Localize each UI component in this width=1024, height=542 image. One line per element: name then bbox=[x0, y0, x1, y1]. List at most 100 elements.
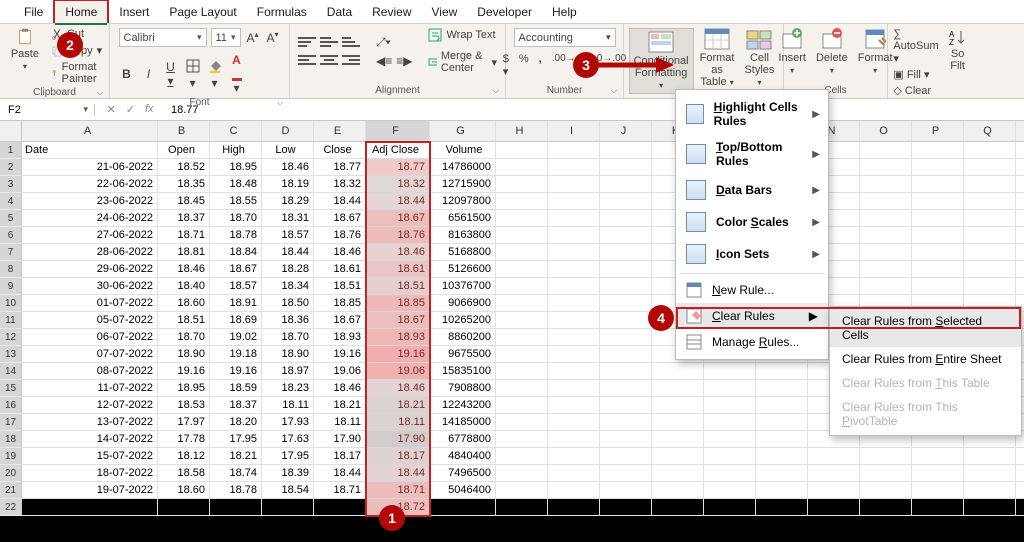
cell-2-5[interactable]: 18.77 bbox=[366, 159, 430, 176]
cell-20-6[interactable]: 7496500 bbox=[430, 465, 496, 482]
row-header-1[interactable]: 1 bbox=[0, 142, 22, 159]
paste-button[interactable]: Paste▾ bbox=[7, 28, 43, 72]
name-box[interactable]: F2 bbox=[0, 104, 95, 116]
cell-10-4[interactable]: 18.85 bbox=[314, 295, 366, 312]
cell-2-3[interactable]: 18.46 bbox=[262, 159, 314, 176]
row-header-15[interactable]: 15 bbox=[0, 380, 22, 397]
cell-16-5[interactable]: 18.21 bbox=[366, 397, 430, 414]
row-header-19[interactable]: 19 bbox=[0, 448, 22, 465]
cell-13-0[interactable]: 07-07-2022 bbox=[22, 346, 158, 363]
row-header-2[interactable]: 2 bbox=[0, 159, 22, 176]
col-header-F[interactable]: F bbox=[366, 121, 430, 142]
row-header-3[interactable]: 3 bbox=[0, 176, 22, 193]
cell-10-3[interactable]: 18.50 bbox=[262, 295, 314, 312]
cell-15-6[interactable]: 7908800 bbox=[430, 380, 496, 397]
cell-12-6[interactable]: 8860200 bbox=[430, 329, 496, 346]
col-header-H[interactable]: H bbox=[496, 121, 548, 142]
cell-9-5[interactable]: 18.51 bbox=[366, 278, 430, 295]
cell-20-2[interactable]: 18.74 bbox=[210, 465, 262, 482]
cell-8-0[interactable]: 29-06-2022 bbox=[22, 261, 158, 278]
cell-17-5[interactable]: 18.11 bbox=[366, 414, 430, 431]
cell-9-6[interactable]: 10376700 bbox=[430, 278, 496, 295]
cell-7-6[interactable]: 5168800 bbox=[430, 244, 496, 261]
comma-format-button[interactable]: , bbox=[539, 53, 542, 78]
cell-6-5[interactable]: 18.76 bbox=[366, 227, 430, 244]
cell-1-3[interactable]: Low bbox=[262, 142, 314, 159]
cell-4-5[interactable]: 18.44 bbox=[366, 193, 430, 210]
cell-21-1[interactable]: 18.60 bbox=[158, 482, 210, 499]
cell-6-0[interactable]: 27-06-2022 bbox=[22, 227, 158, 244]
cell-16-6[interactable]: 12243200 bbox=[430, 397, 496, 414]
cell-6-6[interactable]: 8163800 bbox=[430, 227, 496, 244]
cell-18-2[interactable]: 17.95 bbox=[210, 431, 262, 448]
cell-16-2[interactable]: 18.37 bbox=[210, 397, 262, 414]
row-header-16[interactable]: 16 bbox=[0, 397, 22, 414]
col-header-E[interactable]: E bbox=[314, 121, 366, 142]
tab-insert[interactable]: Insert bbox=[109, 1, 159, 23]
cell-7-4[interactable]: 18.46 bbox=[314, 244, 366, 261]
row-header-13[interactable]: 13 bbox=[0, 346, 22, 363]
font-size-select[interactable]: 11 bbox=[211, 28, 241, 47]
cell-15-4[interactable]: 18.46 bbox=[314, 380, 366, 397]
cell-12-4[interactable]: 18.93 bbox=[314, 329, 366, 346]
fill-color-button[interactable]: ▾ bbox=[207, 59, 223, 90]
cancel-formula-icon[interactable]: ✕ bbox=[107, 103, 116, 116]
cell-12-2[interactable]: 19.02 bbox=[210, 329, 262, 346]
cell-14-4[interactable]: 19.06 bbox=[314, 363, 366, 380]
cell-9-1[interactable]: 18.40 bbox=[158, 278, 210, 295]
cell-6-3[interactable]: 18.57 bbox=[262, 227, 314, 244]
merge-center-button[interactable]: Merge & Center ▾ bbox=[428, 50, 497, 74]
cell-1-2[interactable]: High bbox=[210, 142, 262, 159]
tab-file[interactable]: File bbox=[14, 1, 53, 23]
tab-help[interactable]: Help bbox=[542, 1, 587, 23]
number-format-select[interactable]: Accounting bbox=[514, 28, 616, 47]
tab-data[interactable]: Data bbox=[317, 1, 362, 23]
cell-14-3[interactable]: 18.97 bbox=[262, 363, 314, 380]
row-header-4[interactable]: 4 bbox=[0, 193, 22, 210]
align-center-button[interactable] bbox=[320, 53, 338, 67]
cell-5-0[interactable]: 24-06-2022 bbox=[22, 210, 158, 227]
cell-9-0[interactable]: 30-06-2022 bbox=[22, 278, 158, 295]
decrease-font-button[interactable]: A▾ bbox=[265, 30, 281, 45]
row-header-20[interactable]: 20 bbox=[0, 465, 22, 482]
cell-21-5[interactable]: 18.71 bbox=[366, 482, 430, 499]
cell-8-2[interactable]: 18.67 bbox=[210, 261, 262, 278]
cell-18-5[interactable]: 17.90 bbox=[366, 431, 430, 448]
row-header-8[interactable]: 8 bbox=[0, 261, 22, 278]
cell-4-3[interactable]: 18.29 bbox=[262, 193, 314, 210]
cf-data-bars-item[interactable]: Data Bars▶ bbox=[676, 174, 828, 206]
underline-button[interactable]: U ▾ bbox=[163, 60, 179, 88]
cell-19-4[interactable]: 18.17 bbox=[314, 448, 366, 465]
cell-5-2[interactable]: 18.70 bbox=[210, 210, 262, 227]
format-as-table-button[interactable]: Format asTable ▾ bbox=[696, 28, 739, 94]
cf-new-rule-item[interactable]: New Rule... bbox=[676, 277, 828, 303]
cell-3-3[interactable]: 18.19 bbox=[262, 176, 314, 193]
cell-1-5[interactable]: Adj Close bbox=[366, 142, 430, 159]
cell-19-1[interactable]: 18.12 bbox=[158, 448, 210, 465]
cell-22-0[interactable]: 20-07-2022 bbox=[22, 499, 158, 516]
cell-17-2[interactable]: 18.20 bbox=[210, 414, 262, 431]
cell-11-0[interactable]: 05-07-2022 bbox=[22, 312, 158, 329]
cell-15-3[interactable]: 18.23 bbox=[262, 380, 314, 397]
row-header-22[interactable]: 22 bbox=[0, 499, 22, 516]
cell-21-6[interactable]: 5046400 bbox=[430, 482, 496, 499]
cell-3-0[interactable]: 22-06-2022 bbox=[22, 176, 158, 193]
cell-14-0[interactable]: 08-07-2022 bbox=[22, 363, 158, 380]
insert-cells-button[interactable]: Insert▾ bbox=[774, 28, 810, 76]
cell-1-1[interactable]: Open bbox=[158, 142, 210, 159]
cell-3-1[interactable]: 18.35 bbox=[158, 176, 210, 193]
cell-6-4[interactable]: 18.76 bbox=[314, 227, 366, 244]
align-top-button[interactable] bbox=[298, 35, 316, 49]
bold-button[interactable]: B bbox=[119, 67, 135, 81]
sort-filter-button[interactable]: AZSoFilt bbox=[945, 28, 971, 72]
tab-developer[interactable]: Developer bbox=[467, 1, 542, 23]
delete-cells-button[interactable]: Delete▾ bbox=[812, 28, 852, 76]
cell-10-5[interactable]: 18.85 bbox=[366, 295, 430, 312]
align-middle-button[interactable] bbox=[320, 35, 338, 49]
cell-10-1[interactable]: 18.60 bbox=[158, 295, 210, 312]
cell-12-0[interactable]: 06-07-2022 bbox=[22, 329, 158, 346]
cell-14-5[interactable]: 19.06 bbox=[366, 363, 430, 380]
cell-5-4[interactable]: 18.67 bbox=[314, 210, 366, 227]
row-header-10[interactable]: 10 bbox=[0, 295, 22, 312]
cell-1-4[interactable]: Close bbox=[314, 142, 366, 159]
